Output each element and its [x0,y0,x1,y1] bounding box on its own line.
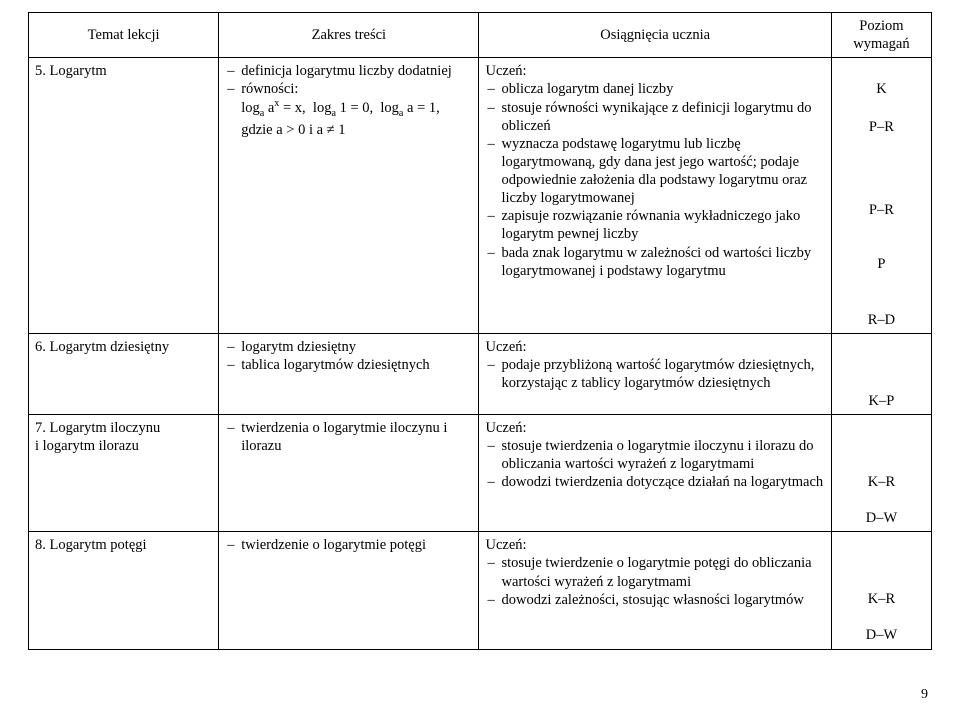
level-value: R–D [838,311,925,329]
topic-cell: 5. Logarytm [29,58,219,334]
topic-cell: 7. Logarytm iloczynu i logarytm ilorazu [29,415,219,532]
level-value: K [838,80,925,98]
scope-item: twierdzenia o logarytmie iloczynu i ilor… [225,419,472,455]
level-value: D–W [838,509,925,527]
level-cell: K–R D–W [831,532,931,649]
level-value: P [838,255,925,273]
header-topic: Temat lekcji [29,13,219,58]
achievements-cell: Uczeń: oblicza logarytm danej liczby sto… [479,58,831,334]
scope-cell: twierdzenie o logarytmie potęgi [219,532,479,649]
level-value: D–W [838,626,925,644]
table-header-row: Temat lekcji Zakres treści Osiągnięcia u… [29,13,932,58]
scope-cell: twierdzenia o logarytmie iloczynu i ilor… [219,415,479,532]
math-expression: loga ax = x, loga 1 = 0, loga a = 1, [241,100,440,116]
scope-item: logarytm dziesiętny [225,338,472,356]
achievement-item: dowodzi zależności, stosując własności l… [485,591,824,609]
curriculum-table: Temat lekcji Zakres treści Osiągnięcia u… [28,12,932,650]
achievements-cell: Uczeń: stosuje twierdzenie o logarytmie … [479,532,831,649]
level-value: P–R [838,118,925,136]
scope-item: definicja logarytmu liczby dodatniej [225,62,472,80]
topic-cell: 8. Logarytm potęgi [29,532,219,649]
achievement-item: wyznacza podstawę logarytmu lub liczbę l… [485,135,824,208]
achievements-cell: Uczeń: podaje przybliżoną wartość logary… [479,333,831,414]
achievements-cell: Uczeń: stosuje twierdzenia o logarytmie … [479,415,831,532]
achievement-item: stosuje równości wynikające z definicji … [485,99,824,135]
level-cell: K P–R P–R P R–D [831,58,931,334]
achievement-item: oblicza logarytm danej liczby [485,80,824,98]
header-level: Poziom wymagań [831,13,931,58]
level-value: K–P [838,392,925,410]
achievement-item: stosuje twierdzenie o logarytmie potęgi … [485,554,824,590]
scope-cell: definicja logarytmu liczby dodatniej rów… [219,58,479,334]
math-expression: gdzie a > 0 i a ≠ 1 [241,122,345,138]
achievement-item: podaje przybliżoną wartość logarytmów dz… [485,356,824,392]
achievement-item: zapisuje rozwiązanie równania wykładnicz… [485,207,824,243]
scope-cell: logarytm dziesiętny tablica logarytmów d… [219,333,479,414]
uczen-label: Uczeń: [485,338,824,356]
page-number: 9 [921,687,928,703]
scope-item: równości: loga ax = x, loga 1 = 0, loga … [225,80,472,139]
level-value: P–R [838,201,925,219]
level-value: K–R [838,473,925,491]
achievement-item: stosuje twierdzenia o logarytmie iloczyn… [485,437,824,473]
uczen-label: Uczeń: [485,62,824,80]
header-scope: Zakres treści [219,13,479,58]
achievement-item: bada znak logarytmu w zależności od wart… [485,244,824,280]
header-achievements: Osiągnięcia ucznia [479,13,831,58]
scope-item: tablica logarytmów dziesiętnych [225,356,472,374]
achievement-item: dowodzi twierdzenia dotyczące działań na… [485,473,824,491]
table-row: 8. Logarytm potęgi twierdzenie o logaryt… [29,532,932,649]
level-value: K–R [838,590,925,608]
uczen-label: Uczeń: [485,419,824,437]
level-cell: K–P [831,333,931,414]
table-row: 6. Logarytm dziesiętny logarytm dziesięt… [29,333,932,414]
level-cell: K–R D–W [831,415,931,532]
table-row: 7. Logarytm iloczynu i logarytm ilorazu … [29,415,932,532]
uczen-label: Uczeń: [485,536,824,554]
topic-cell: 6. Logarytm dziesiętny [29,333,219,414]
scope-item: twierdzenie o logarytmie potęgi [225,536,472,554]
table-row: 5. Logarytm definicja logarytmu liczby d… [29,58,932,334]
